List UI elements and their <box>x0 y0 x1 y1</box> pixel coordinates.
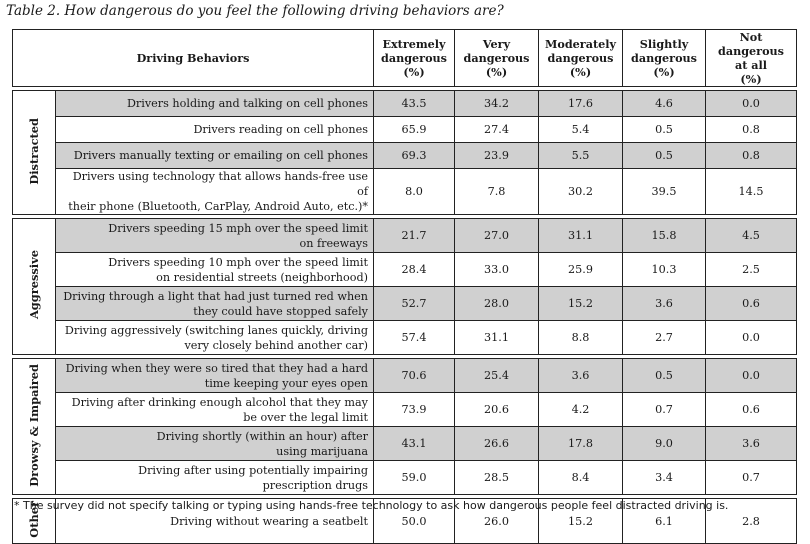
value-cell: 15.8 <box>622 218 706 253</box>
behavior-cell: Drivers reading on cell phones <box>55 116 374 143</box>
value-cell: 0.0 <box>705 90 797 117</box>
value-cell: 57.4 <box>373 320 455 355</box>
header-moderately: Moderately dangerous (%) <box>538 29 623 87</box>
value-cell: 26.6 <box>454 426 539 461</box>
value-cell: 3.6 <box>622 286 706 321</box>
table-row: Driving after using potentially impairin… <box>13 460 797 495</box>
value-cell: 43.1 <box>373 426 455 461</box>
value-cell: 69.3 <box>373 142 455 169</box>
value-cell: 59.0 <box>373 460 455 495</box>
value-cell: 9.0 <box>622 426 706 461</box>
value-cell: 17.8 <box>538 426 623 461</box>
value-cell: 0.6 <box>705 392 797 427</box>
table-row: Driving through a light that had just tu… <box>13 286 797 321</box>
value-cell: 10.3 <box>622 252 706 287</box>
behavior-cell: Drivers speeding 10 mph over the speed l… <box>55 252 374 287</box>
value-cell: 65.9 <box>373 116 455 143</box>
header-slightly: Slightly dangerous (%) <box>622 29 706 87</box>
value-cell: 0.7 <box>705 460 797 495</box>
value-cell: 0.5 <box>622 358 706 393</box>
value-cell: 0.5 <box>622 116 706 143</box>
value-cell: 3.6 <box>705 426 797 461</box>
behavior-cell: Drivers using technology that allows han… <box>55 168 374 215</box>
value-cell: 2.5 <box>705 252 797 287</box>
category-aggressive: Aggressive <box>12 218 56 355</box>
value-cell: 23.9 <box>454 142 539 169</box>
behavior-cell: Driving after drinking enough alcohol th… <box>55 392 374 427</box>
value-cell: 27.4 <box>454 116 539 143</box>
table-row: Drivers using technology that allows han… <box>13 168 797 215</box>
value-cell: 2.7 <box>622 320 706 355</box>
table-row: Driving shortly (within an hour) after us… <box>13 426 797 461</box>
value-cell: 25.4 <box>454 358 539 393</box>
table-row: Drowsy & Impaired Driving when they were… <box>12 358 797 495</box>
header-behaviors: Driving Behaviors <box>12 29 374 87</box>
value-cell: 5.5 <box>538 142 623 169</box>
table-row: Drivers reading on cell phones 65.9 27.4… <box>13 116 797 143</box>
value-cell: 7.8 <box>454 168 539 215</box>
behavior-cell: Drivers manually texting or emailing on … <box>55 142 374 169</box>
value-cell: 14.5 <box>705 168 797 215</box>
behavior-cell: Driving after using potentially impairin… <box>55 460 374 495</box>
value-cell: 28.0 <box>454 286 539 321</box>
value-cell: 31.1 <box>538 218 623 253</box>
category-distracted: Distracted <box>12 90 56 215</box>
header-not-dangerous: Not dangerous at all (%) <box>705 29 797 87</box>
value-cell: 52.7 <box>373 286 455 321</box>
value-cell: 20.6 <box>454 392 539 427</box>
value-cell: 5.4 <box>538 116 623 143</box>
behavior-cell: Drivers holding and talking on cell phon… <box>55 90 374 117</box>
value-cell: 3.6 <box>538 358 623 393</box>
value-cell: 0.5 <box>622 142 706 169</box>
value-cell: 39.5 <box>622 168 706 215</box>
table-row: Distracted Drivers holding and talking o… <box>12 90 797 215</box>
value-cell: 0.7 <box>622 392 706 427</box>
value-cell: 8.4 <box>538 460 623 495</box>
value-cell: 0.0 <box>705 358 797 393</box>
value-cell: 8.0 <box>373 168 455 215</box>
table-row: Drivers speeding 10 mph over the speed l… <box>13 252 797 287</box>
value-cell: 70.6 <box>373 358 455 393</box>
value-cell: 25.9 <box>538 252 623 287</box>
value-cell: 4.5 <box>705 218 797 253</box>
value-cell: 17.6 <box>538 90 623 117</box>
value-cell: 4.6 <box>622 90 706 117</box>
value-cell: 28.4 <box>373 252 455 287</box>
value-cell: 3.4 <box>622 460 706 495</box>
value-cell: 8.8 <box>538 320 623 355</box>
driving-behaviors-table: Driving Behaviors Extremely dangerous (%) … <box>12 29 797 544</box>
header-extremely: Extremely dangerous (%) <box>373 29 455 87</box>
value-cell: 28.5 <box>454 460 539 495</box>
value-cell: 0.6 <box>705 286 797 321</box>
value-cell: 33.0 <box>454 252 539 287</box>
behavior-cell: Driving when they were so tired that the… <box>55 358 374 393</box>
value-cell: 4.2 <box>538 392 623 427</box>
behavior-cell: Driving aggressively (switching lanes qu… <box>55 320 374 355</box>
category-drowsy-impaired: Drowsy & Impaired <box>12 358 56 495</box>
value-cell: 27.0 <box>454 218 539 253</box>
value-cell: 0.0 <box>705 320 797 355</box>
table-row: Driving after drinking enough alcohol th… <box>13 392 797 427</box>
header-very: Very dangerous (%) <box>454 29 539 87</box>
value-cell: 0.8 <box>705 142 797 169</box>
table-caption: Table 2. How dangerous do you feel the f… <box>6 3 504 19</box>
value-cell: 30.2 <box>538 168 623 215</box>
behavior-cell: Drivers speeding 15 mph over the speed l… <box>55 218 374 253</box>
value-cell: 15.2 <box>538 286 623 321</box>
value-cell: 43.5 <box>373 90 455 117</box>
value-cell: 21.7 <box>373 218 455 253</box>
value-cell: 31.1 <box>454 320 539 355</box>
value-cell: 34.2 <box>454 90 539 117</box>
header-row: Driving Behaviors Extremely dangerous (%) … <box>12 29 797 87</box>
behavior-cell: Driving through a light that had just tu… <box>55 286 374 321</box>
table-row: Drivers manually texting or emailing on … <box>13 142 797 169</box>
table-row: Aggressive Drivers speeding 15 mph over … <box>12 218 797 355</box>
value-cell: 73.9 <box>373 392 455 427</box>
footnote: * The survey did not specify talking or … <box>14 499 729 512</box>
value-cell: 0.8 <box>705 116 797 143</box>
table-row: Driving aggressively (switching lanes qu… <box>13 320 797 355</box>
behavior-cell: Driving shortly (within an hour) after us… <box>55 426 374 461</box>
